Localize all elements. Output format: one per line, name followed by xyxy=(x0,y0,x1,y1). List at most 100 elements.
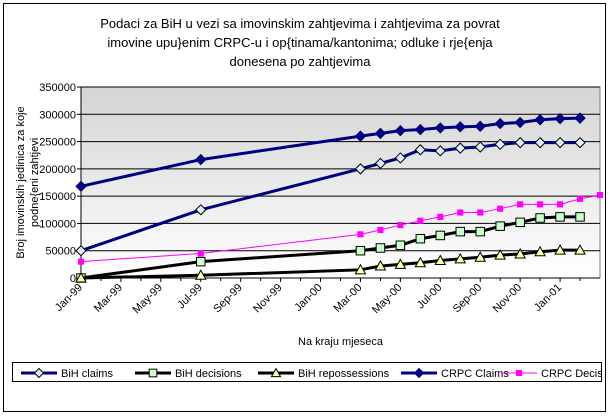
data-point xyxy=(414,256,427,268)
data-point xyxy=(75,180,87,193)
data-point xyxy=(575,212,585,222)
y-tick-label: 300000 xyxy=(39,109,76,121)
data-point xyxy=(394,152,407,164)
data-point xyxy=(514,136,526,149)
series-4 xyxy=(77,192,604,265)
data-point xyxy=(497,205,504,212)
data-point xyxy=(374,157,387,170)
data-point xyxy=(354,163,367,175)
x-tick-label: Nov-99 xyxy=(251,282,285,316)
data-point xyxy=(535,213,545,223)
y-tick-label: 350000 xyxy=(39,82,76,94)
data-point xyxy=(457,209,464,216)
data-point xyxy=(517,201,524,208)
x-tick-label: May-00 xyxy=(370,282,404,316)
data-point xyxy=(415,233,426,244)
legend-swatch-marker xyxy=(33,367,45,379)
data-point xyxy=(494,138,506,151)
y-tick-label: 150000 xyxy=(39,191,76,203)
x-tick-label: Jan-00 xyxy=(292,282,324,314)
data-point xyxy=(77,258,85,265)
data-point xyxy=(354,130,367,142)
x-axis-ticks: Jan-99 Mar-99 May-99 Jul-99 Sep-99 Nov-99 Jan-… xyxy=(53,278,581,316)
legend-swatch-marker xyxy=(515,369,523,377)
x-tick-label: May-99 xyxy=(131,282,165,316)
data-point xyxy=(194,269,207,280)
data-point xyxy=(394,124,407,137)
y-axis-title: Broj imovinskih jedinica za koje podne{e… xyxy=(15,106,41,258)
x-tick-label: Mar-99 xyxy=(92,282,125,315)
data-point xyxy=(474,141,486,153)
data-point xyxy=(534,114,546,126)
data-point xyxy=(474,120,486,132)
data-point xyxy=(514,247,527,259)
data-point xyxy=(374,259,387,271)
data-point xyxy=(554,112,566,125)
x-tick-label: Jul-99 xyxy=(175,282,205,312)
x-tick-label: Mar-00 xyxy=(331,282,364,315)
legend-label: BiH repossessions xyxy=(298,368,390,380)
y-tick-label: 250000 xyxy=(39,137,76,149)
data-point xyxy=(555,212,565,222)
data-point xyxy=(397,222,404,229)
data-point xyxy=(434,254,447,266)
data-point xyxy=(434,122,447,134)
series-0 xyxy=(75,136,586,257)
y-axis-title-line-1: Broj imovinskih jedinica za koje xyxy=(15,106,27,258)
x-axis-title: Na kraju mjeseca xyxy=(298,336,384,348)
legend-label: BiH decisions xyxy=(175,368,242,380)
data-point xyxy=(574,112,586,124)
legend-entry: BiH decisions xyxy=(135,368,242,380)
legend-entry: CRPC Claims xyxy=(401,367,509,380)
data-point xyxy=(195,153,207,166)
data-point xyxy=(455,226,466,237)
chart-title-line-2: imovine upu}enim CRPC-u i op{tinama/kant… xyxy=(107,35,493,50)
data-point xyxy=(494,117,506,130)
data-point xyxy=(557,201,564,208)
x-tick-label: Jan-01 xyxy=(532,282,564,314)
data-point xyxy=(554,136,566,149)
data-point xyxy=(495,221,505,231)
legend: BiH claims BiH decisions BiH repossessions… xyxy=(12,362,602,382)
data-point xyxy=(195,204,207,216)
y-tick-label: 0 xyxy=(70,273,76,285)
data-point xyxy=(395,240,406,251)
data-point xyxy=(477,209,484,216)
data-point xyxy=(417,217,424,224)
data-point xyxy=(494,249,507,260)
data-point xyxy=(574,244,586,255)
chart-title-line-1: Podaci za BiH u vezi sa imovinskim zahtj… xyxy=(100,16,500,31)
legend-label: CRPC Claims xyxy=(441,368,509,380)
legend-swatch-marker xyxy=(270,367,282,378)
x-tick-label: Jul-00 xyxy=(415,282,445,312)
chart-title-line-3: donesena po zahtjevima xyxy=(229,54,371,69)
data-point xyxy=(454,121,466,133)
y-axis-ticks: 0 50000 100000 150000 200000 250000 300000 3500… xyxy=(39,82,81,285)
y-tick-label: 50000 xyxy=(45,246,76,258)
legend-swatch-marker xyxy=(148,368,158,378)
data-point xyxy=(414,144,427,156)
chart-title: Podaci za BiH u vezi sa imovinskim zahtj… xyxy=(40,14,560,71)
series-layer xyxy=(75,112,604,283)
data-point xyxy=(75,245,87,257)
data-point xyxy=(197,250,204,257)
data-point xyxy=(514,116,526,129)
data-point xyxy=(434,145,447,157)
data-point xyxy=(596,192,604,199)
data-point xyxy=(377,226,384,234)
data-point xyxy=(534,136,546,149)
x-tick-label: Jan-99 xyxy=(53,282,85,314)
data-point xyxy=(394,258,407,269)
legend-entry: BiH repossessions xyxy=(258,367,390,380)
y-tick-label: 200000 xyxy=(39,164,76,176)
series-2 xyxy=(75,244,586,283)
data-point xyxy=(534,245,546,257)
x-tick-label: Sep-00 xyxy=(451,282,485,316)
plot-area xyxy=(80,86,601,279)
data-point xyxy=(574,136,586,149)
data-point xyxy=(375,243,386,253)
data-point xyxy=(576,195,584,202)
y-tick-label: 100000 xyxy=(39,218,76,230)
data-point xyxy=(354,263,367,275)
